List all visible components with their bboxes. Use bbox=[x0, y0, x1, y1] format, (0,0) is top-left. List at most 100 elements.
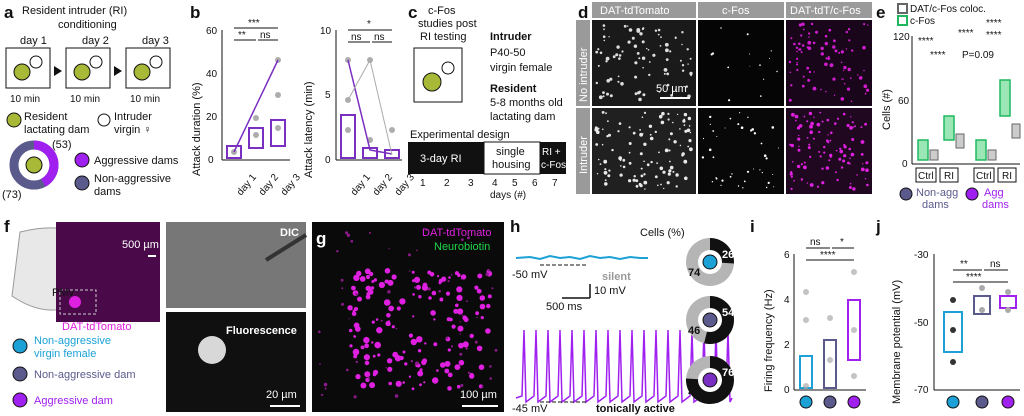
cell-speck bbox=[815, 30, 818, 34]
cell-speck bbox=[617, 130, 620, 133]
cell-speck bbox=[742, 187, 744, 189]
ytick: 0 bbox=[208, 155, 214, 166]
cell-speck bbox=[617, 75, 620, 78]
cell-speck bbox=[664, 148, 669, 153]
tonic-label: tonically active bbox=[596, 403, 675, 415]
cell-speck bbox=[345, 231, 349, 235]
cell-speck bbox=[378, 281, 385, 289]
intruder-label-2: virgin ♀ bbox=[114, 124, 152, 136]
cell-speck bbox=[840, 97, 845, 101]
cell-speck bbox=[456, 294, 463, 301]
cell-speck bbox=[812, 41, 816, 45]
cell-speck bbox=[359, 276, 366, 282]
cell-speck bbox=[460, 383, 464, 387]
cell-speck bbox=[459, 352, 463, 356]
vm-tonic: -45 mV bbox=[512, 403, 548, 415]
cell-speck bbox=[669, 165, 674, 170]
cell-speck bbox=[675, 89, 677, 91]
cell-speck bbox=[364, 343, 369, 349]
cell-speck bbox=[383, 299, 391, 306]
cell-speck bbox=[377, 353, 381, 357]
ytick: -70 bbox=[914, 385, 929, 396]
cell-speck bbox=[660, 183, 662, 186]
attack-latency-ylabel: Attack latency (min) bbox=[303, 81, 315, 178]
days-xlabel: days (#) bbox=[490, 190, 526, 201]
firing-ylabel: Firing frequency (Hz) bbox=[763, 289, 775, 392]
cell-speck bbox=[849, 126, 853, 130]
cell-speck bbox=[851, 138, 855, 141]
sig-label: **** bbox=[958, 28, 974, 39]
cell-speck bbox=[408, 375, 412, 378]
individual-points bbox=[950, 285, 1011, 365]
cell-speck bbox=[605, 60, 608, 63]
cell-speck bbox=[727, 66, 730, 69]
cell-speck bbox=[711, 52, 715, 55]
cell-speck bbox=[388, 248, 390, 250]
cell-speck bbox=[834, 49, 838, 53]
cell-speck bbox=[430, 310, 436, 316]
cell-speck bbox=[644, 188, 646, 190]
cell-speck bbox=[395, 380, 402, 387]
cell-speck bbox=[851, 49, 854, 52]
cell-speck bbox=[619, 173, 623, 177]
cell-speck bbox=[813, 116, 815, 118]
cell-speck bbox=[649, 133, 652, 136]
cell-speck bbox=[350, 239, 354, 243]
image-merge-no-intruder bbox=[786, 20, 872, 106]
ytick: 20 bbox=[206, 112, 218, 123]
sig-label: ** bbox=[238, 30, 246, 41]
cell-speck bbox=[416, 249, 418, 252]
image-cfos-intruder bbox=[698, 108, 784, 194]
cell-speck bbox=[438, 290, 442, 293]
cell-speck bbox=[633, 44, 638, 48]
sig-label: **** bbox=[966, 272, 982, 283]
aggressive-dam-icon bbox=[12, 392, 28, 408]
cell-speck bbox=[865, 161, 869, 165]
cell-speck bbox=[402, 381, 406, 384]
cell-speck bbox=[681, 31, 684, 34]
panel-letter-c: c bbox=[408, 3, 417, 22]
cell-speck bbox=[355, 360, 358, 364]
cell-speck bbox=[364, 360, 370, 366]
cell-speck bbox=[794, 114, 799, 119]
cell-speck bbox=[832, 77, 836, 81]
cell-speck bbox=[618, 122, 622, 125]
cell-speck bbox=[465, 347, 468, 350]
nonaggressive-virgin-icon bbox=[946, 395, 960, 409]
cell-speck bbox=[743, 180, 746, 183]
panel-f: f 500 µm PMv DAT-tdTomato DIC Fluorescen… bbox=[4, 217, 308, 412]
cell-speck bbox=[351, 285, 356, 291]
group-agg-1: Agg bbox=[984, 187, 1004, 199]
cell-speck bbox=[642, 66, 644, 69]
cell-speck bbox=[360, 345, 365, 350]
ytick: 6 bbox=[784, 250, 790, 261]
cell-speck bbox=[681, 152, 685, 156]
cell-speck bbox=[803, 161, 806, 164]
cell-speck bbox=[640, 167, 643, 170]
cell-speck bbox=[669, 50, 672, 53]
cell-speck bbox=[712, 130, 715, 132]
cell-speck bbox=[833, 94, 836, 97]
cell-speck bbox=[602, 128, 604, 131]
cell-speck bbox=[827, 55, 830, 58]
cell-speck bbox=[355, 293, 358, 296]
resident-mouse-icon bbox=[25, 156, 43, 174]
cell-speck bbox=[391, 325, 395, 329]
cell-speck bbox=[373, 278, 377, 282]
cell-speck bbox=[636, 28, 641, 32]
cell-speck bbox=[809, 155, 812, 158]
dic-image bbox=[166, 222, 306, 308]
cell-speck bbox=[684, 176, 688, 181]
cell-speck bbox=[460, 274, 467, 280]
cell-speck bbox=[790, 175, 793, 178]
col-header-merge: DAT-tdT/c-Fos bbox=[790, 5, 861, 17]
day-1-label: day 1 bbox=[20, 35, 47, 47]
cell-speck bbox=[801, 84, 805, 88]
cell-speck bbox=[643, 160, 645, 163]
cell-speck bbox=[354, 326, 361, 332]
cell-speck bbox=[833, 39, 836, 43]
cell-speck bbox=[709, 115, 712, 119]
cell-speck bbox=[396, 306, 401, 311]
cell-speck bbox=[623, 24, 627, 28]
cell-speck bbox=[364, 268, 371, 275]
